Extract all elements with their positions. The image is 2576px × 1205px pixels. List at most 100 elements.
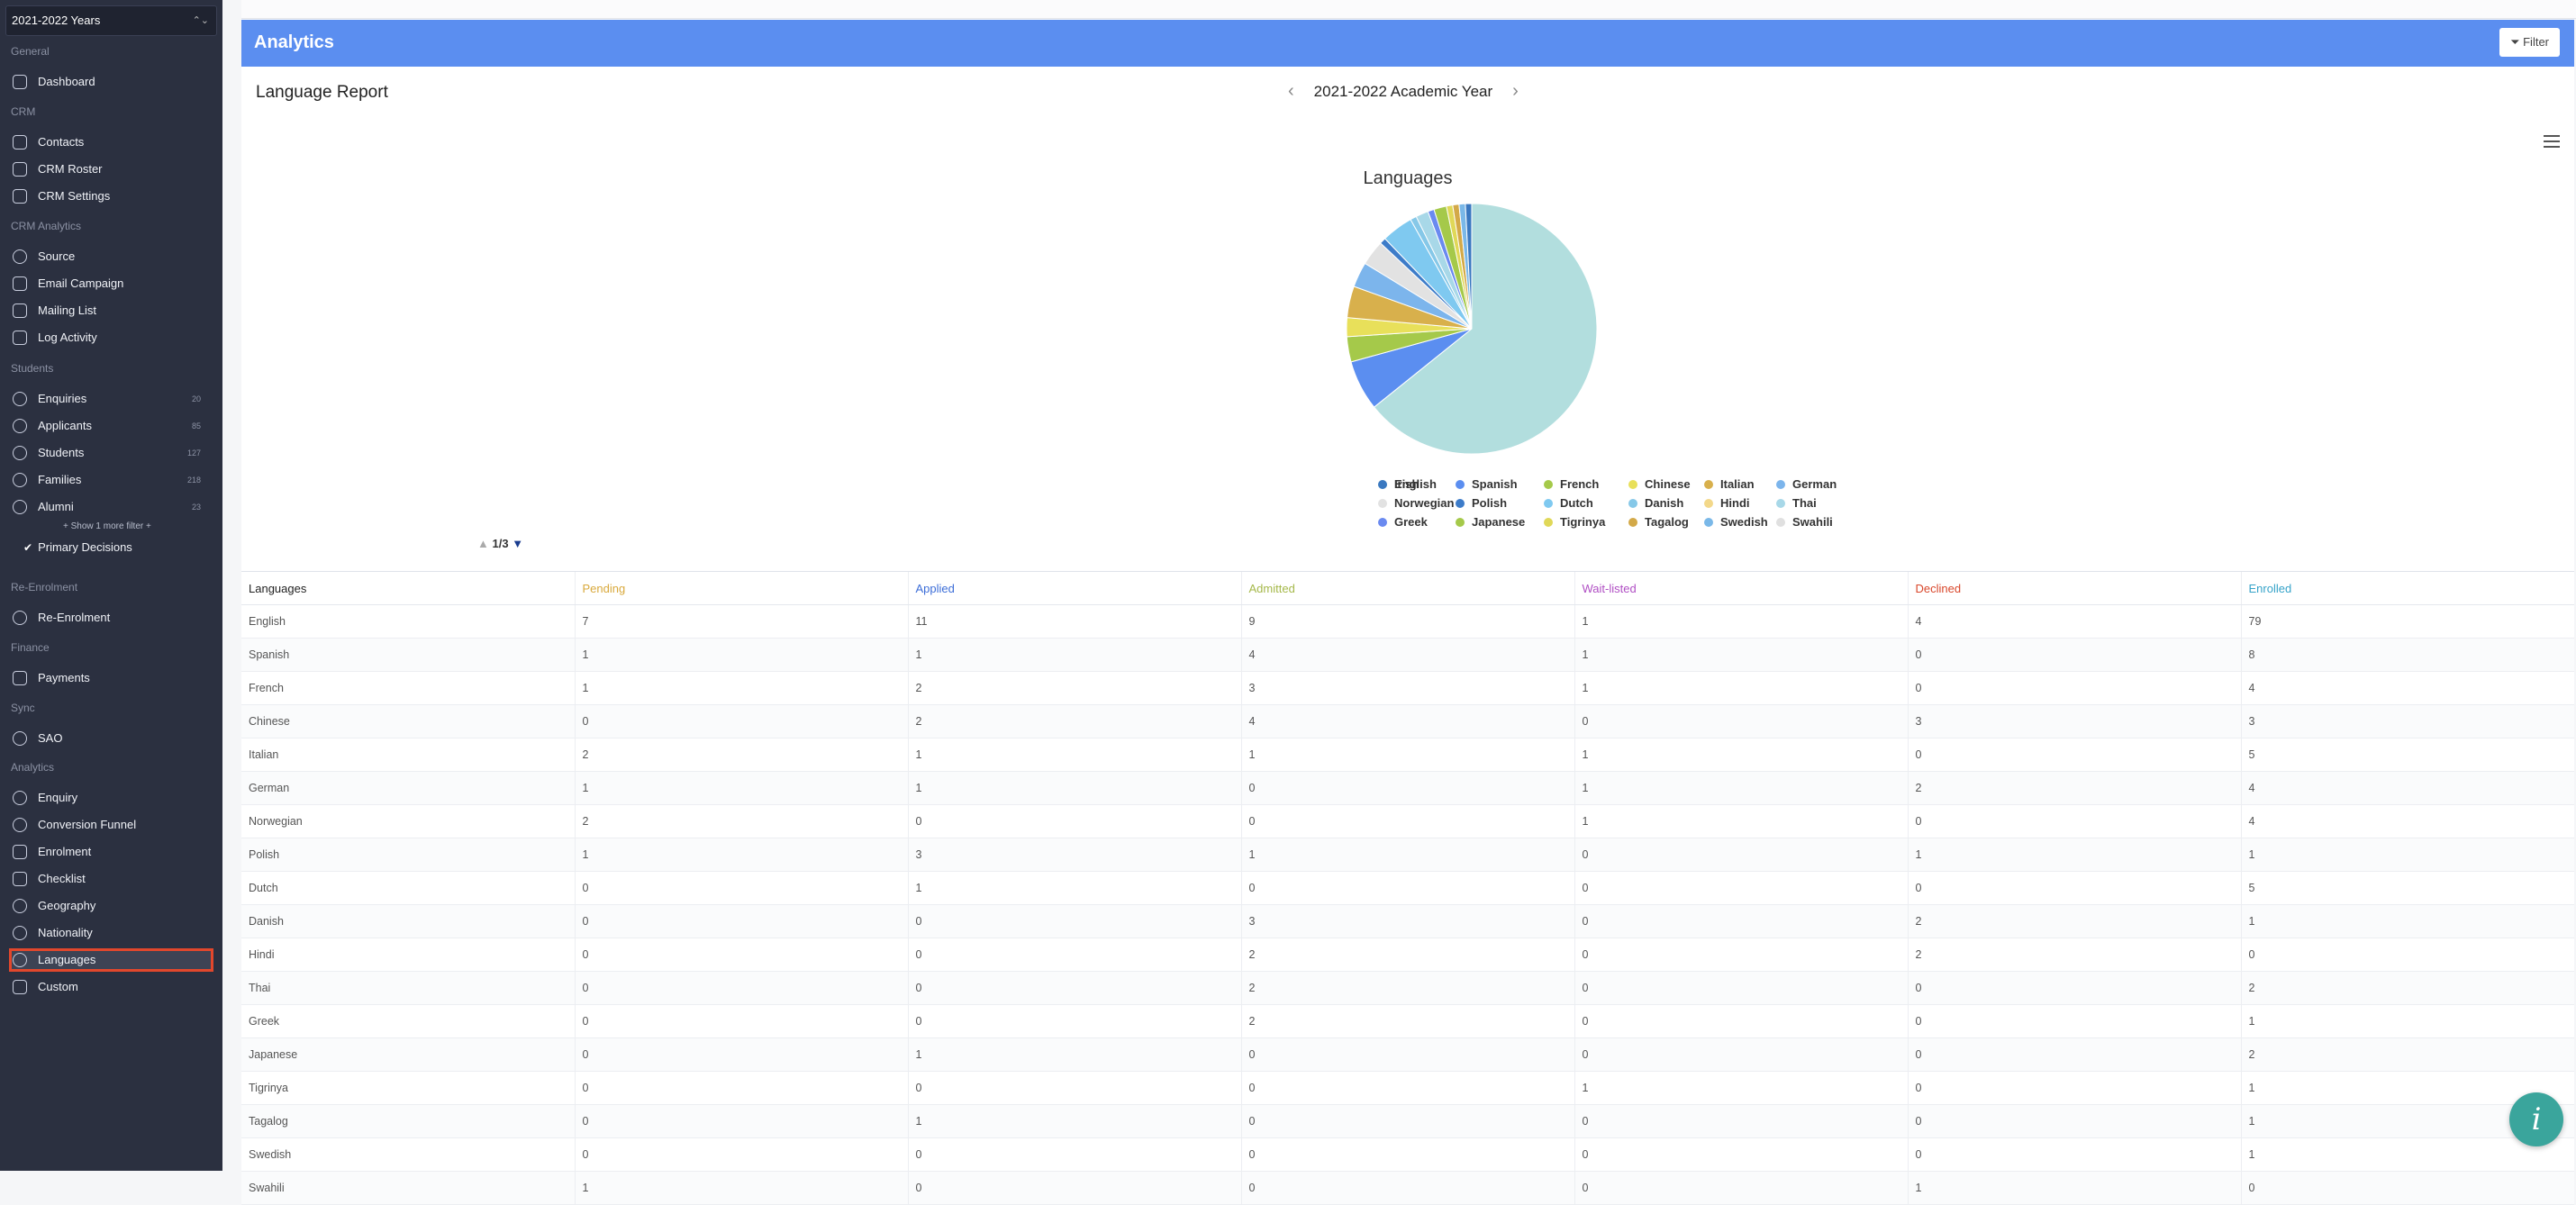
legend-label: Japanese bbox=[1472, 515, 1526, 529]
legend-swatch bbox=[1456, 499, 1465, 508]
pie-slice-irish[interactable] bbox=[1465, 203, 1473, 330]
primary-decisions-item[interactable]: ✔ Primary Decisions bbox=[23, 540, 132, 554]
legend-item[interactable]: Tagalog bbox=[1628, 515, 1689, 529]
legend-item[interactable]: Irish bbox=[1378, 477, 1419, 491]
sidebar-item-label: CRM Settings bbox=[38, 189, 111, 203]
legend-item[interactable]: Dutch bbox=[1544, 496, 1593, 510]
sidebar-item-crm-settings[interactable]: CRM Settings bbox=[9, 185, 213, 208]
table-cell: 1 bbox=[574, 1171, 908, 1205]
sidebar-item-students[interactable]: Students 127 bbox=[9, 441, 213, 465]
enrolment-icon bbox=[13, 845, 27, 859]
legend-item[interactable]: Danish bbox=[1628, 496, 1683, 510]
legend-swatch bbox=[1628, 480, 1637, 489]
chart-legend: English Spanish French Chinese Italian German… bbox=[1142, 477, 1953, 567]
sidebar-item-re-enrolment[interactable]: Re-Enrolment bbox=[9, 606, 213, 630]
funnel-icon bbox=[13, 818, 27, 832]
sidebar-item-email-campaign[interactable]: Email Campaign bbox=[9, 272, 213, 295]
table-cell: 1 bbox=[2240, 838, 2574, 872]
column-header[interactable]: Applied bbox=[907, 572, 1241, 605]
mail-icon bbox=[13, 304, 27, 318]
table-cell: Swedish bbox=[241, 1137, 575, 1172]
legend-item[interactable]: Hindi bbox=[1704, 496, 1750, 510]
column-header[interactable]: Pending bbox=[574, 572, 908, 605]
legend-item[interactable]: Spanish bbox=[1456, 477, 1518, 491]
table-cell: 0 bbox=[1574, 1137, 1908, 1172]
legend-item[interactable]: Tigrinya bbox=[1544, 515, 1605, 529]
show-more-filter-link[interactable]: + Show 1 more filter + bbox=[63, 521, 151, 531]
legend-next-icon[interactable]: ▼ bbox=[512, 537, 524, 550]
legend-item[interactable]: Greek bbox=[1378, 515, 1428, 529]
column-header[interactable]: Wait-listed bbox=[1574, 572, 1908, 605]
table-cell: 1 bbox=[907, 1104, 1241, 1138]
families-icon bbox=[13, 473, 27, 487]
table-cell: 2 bbox=[1240, 971, 1574, 1005]
sidebar-item-checklist[interactable]: Checklist bbox=[9, 867, 213, 891]
next-year-icon[interactable]: › bbox=[1512, 81, 1519, 101]
pie-slice-english[interactable] bbox=[1373, 203, 1598, 455]
prev-year-icon[interactable]: ‹ bbox=[1288, 81, 1294, 101]
info-button[interactable]: i bbox=[2509, 1092, 2563, 1146]
legend-label: Swahili bbox=[1792, 515, 1833, 529]
table-cell: 5 bbox=[2240, 738, 2574, 772]
sidebar-item-enquiries[interactable]: Enquiries 20 bbox=[9, 387, 213, 411]
sidebar-item-enquiry[interactable]: Enquiry bbox=[9, 786, 213, 810]
sidebar-item-languages[interactable]: Languages bbox=[9, 948, 213, 972]
table-cell: 0 bbox=[907, 1171, 1241, 1205]
sidebar-item-applicants[interactable]: Applicants 85 bbox=[9, 414, 213, 438]
sidebar-item-custom[interactable]: Custom bbox=[9, 975, 213, 999]
table-cell: Italian bbox=[241, 738, 575, 772]
year-select[interactable]: 2021-2022 Years ⌃⌄ bbox=[5, 5, 217, 36]
sidebar-section-label: Re-Enrolment bbox=[11, 581, 78, 593]
filter-button[interactable]: ⏷ Filter bbox=[2499, 28, 2560, 57]
sidebar-item-conversion-funnel[interactable]: Conversion Funnel bbox=[9, 813, 213, 837]
table-cell: 1 bbox=[1574, 738, 1908, 772]
column-header[interactable]: Languages bbox=[241, 572, 575, 605]
column-header[interactable]: Declined bbox=[1907, 572, 2241, 605]
sidebar-item-source[interactable]: Source bbox=[9, 245, 213, 268]
sidebar-item-geography[interactable]: Geography bbox=[9, 894, 213, 918]
table-cell: Spanish bbox=[241, 638, 575, 672]
legend-prev-icon[interactable]: ▲ bbox=[477, 537, 489, 550]
table-cell: German bbox=[241, 771, 575, 805]
chart-menu-icon[interactable] bbox=[2544, 135, 2560, 148]
sidebar-item-contacts[interactable]: Contacts bbox=[9, 131, 213, 154]
legend-item[interactable]: French bbox=[1544, 477, 1599, 491]
legend-item[interactable]: Polish bbox=[1456, 496, 1507, 510]
table-cell: 0 bbox=[574, 971, 908, 1005]
table-cell: 0 bbox=[1907, 638, 2241, 672]
legend-item[interactable]: Swedish bbox=[1704, 515, 1768, 529]
legend-swatch bbox=[1378, 518, 1387, 527]
sidebar-item-log-activity[interactable]: Log Activity bbox=[9, 326, 213, 349]
sidebar-item-alumni[interactable]: Alumni 23 bbox=[9, 495, 213, 519]
legend-item[interactable]: Thai bbox=[1776, 496, 1817, 510]
legend-swatch bbox=[1378, 499, 1387, 508]
legend-item[interactable]: Norwegian bbox=[1378, 496, 1454, 510]
sidebar-item-dashboard[interactable]: Dashboard bbox=[9, 70, 213, 94]
sidebar-item-crm-roster[interactable]: CRM Roster bbox=[9, 158, 213, 181]
languages-icon bbox=[13, 953, 27, 967]
legend-label: Irish bbox=[1394, 477, 1420, 491]
legend-item[interactable]: Japanese bbox=[1456, 515, 1525, 529]
main-content: Analytics ⏷ Filter Language Report ‹ 2021… bbox=[241, 0, 2576, 1205]
table-cell: 0 bbox=[907, 1004, 1241, 1038]
legend-item[interactable]: Italian bbox=[1704, 477, 1755, 491]
sidebar-item-label: CRM Roster bbox=[38, 162, 103, 176]
sidebar-item-families[interactable]: Families 218 bbox=[9, 468, 213, 492]
legend-label: Greek bbox=[1394, 515, 1428, 529]
sidebar-item-count: 23 bbox=[191, 503, 201, 512]
table-row: English 7 11 9 1 4 79 bbox=[241, 604, 2574, 639]
sidebar-item-nationality[interactable]: Nationality bbox=[9, 921, 213, 945]
column-header[interactable]: Enrolled bbox=[2240, 572, 2574, 605]
sidebar-item-label: Contacts bbox=[38, 135, 85, 149]
legend-item[interactable]: Chinese bbox=[1628, 477, 1691, 491]
sidebar-item-sao[interactable]: SAO bbox=[9, 727, 213, 750]
legend-item[interactable]: German bbox=[1776, 477, 1837, 491]
sidebar-item-mailing-list[interactable]: Mailing List bbox=[9, 299, 213, 322]
table-cell: Hindi bbox=[241, 938, 575, 972]
primary-decisions-label: Primary Decisions bbox=[38, 540, 132, 554]
source-icon bbox=[13, 249, 27, 264]
sidebar-item-enrolment[interactable]: Enrolment bbox=[9, 840, 213, 864]
legend-item[interactable]: Swahili bbox=[1776, 515, 1833, 529]
sidebar-item-payments[interactable]: Payments bbox=[9, 666, 213, 690]
column-header[interactable]: Admitted bbox=[1240, 572, 1574, 605]
